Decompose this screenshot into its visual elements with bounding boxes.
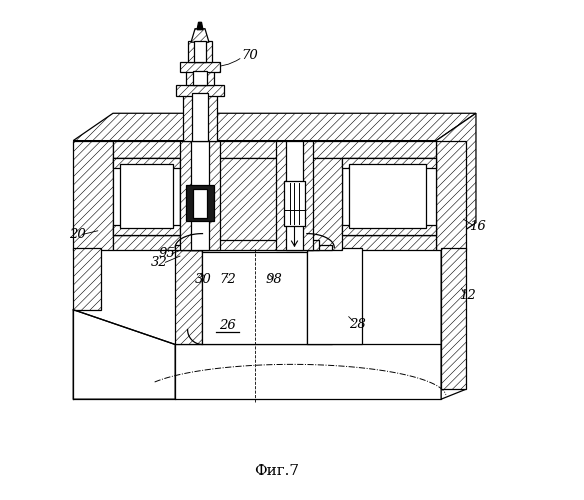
Polygon shape — [307, 248, 332, 344]
Text: 70: 70 — [241, 48, 258, 62]
Text: 56: 56 — [157, 184, 173, 197]
Text: 32: 32 — [151, 256, 168, 270]
Polygon shape — [73, 114, 476, 140]
Text: 16: 16 — [468, 220, 485, 232]
Text: Фиг.7: Фиг.7 — [255, 464, 300, 478]
Polygon shape — [191, 28, 209, 42]
Bar — [203, 248, 307, 344]
Polygon shape — [113, 225, 180, 235]
Polygon shape — [441, 248, 466, 389]
Text: 30: 30 — [195, 274, 212, 286]
Text: 28: 28 — [349, 318, 366, 331]
Polygon shape — [187, 41, 213, 62]
Bar — [192, 94, 208, 140]
Bar — [113, 158, 180, 235]
Bar — [194, 41, 206, 62]
Polygon shape — [186, 71, 214, 85]
Polygon shape — [342, 158, 436, 168]
Text: 72: 72 — [219, 274, 236, 286]
Bar — [186, 186, 214, 221]
Polygon shape — [175, 248, 203, 344]
Text: 12: 12 — [458, 289, 475, 302]
Text: 26: 26 — [219, 319, 236, 332]
Polygon shape — [436, 114, 476, 250]
Text: 98: 98 — [266, 274, 283, 286]
Polygon shape — [183, 94, 217, 140]
Polygon shape — [176, 85, 224, 96]
Polygon shape — [73, 310, 175, 399]
Polygon shape — [187, 240, 319, 250]
Bar — [175, 344, 441, 399]
Bar — [342, 158, 436, 235]
Bar — [349, 164, 426, 228]
Bar — [286, 140, 304, 250]
Polygon shape — [113, 140, 436, 158]
Bar — [307, 248, 361, 344]
Bar — [120, 164, 173, 228]
Polygon shape — [113, 158, 180, 168]
Polygon shape — [113, 235, 436, 250]
Polygon shape — [197, 22, 203, 30]
Polygon shape — [276, 140, 314, 250]
Polygon shape — [180, 158, 342, 250]
Bar — [284, 182, 305, 226]
Polygon shape — [175, 245, 332, 250]
Polygon shape — [342, 225, 436, 235]
Text: 20: 20 — [69, 228, 86, 240]
Text: 60: 60 — [342, 195, 359, 208]
Text: 97: 97 — [277, 191, 294, 204]
Bar — [193, 189, 207, 218]
Text: 96: 96 — [219, 190, 236, 203]
Polygon shape — [441, 248, 466, 399]
Polygon shape — [180, 62, 220, 72]
Polygon shape — [180, 140, 220, 250]
Bar — [203, 246, 307, 252]
Polygon shape — [436, 140, 466, 250]
Text: 95: 95 — [158, 247, 175, 260]
Bar — [193, 71, 207, 85]
Polygon shape — [73, 140, 113, 250]
Polygon shape — [73, 248, 100, 310]
Bar — [191, 140, 209, 250]
